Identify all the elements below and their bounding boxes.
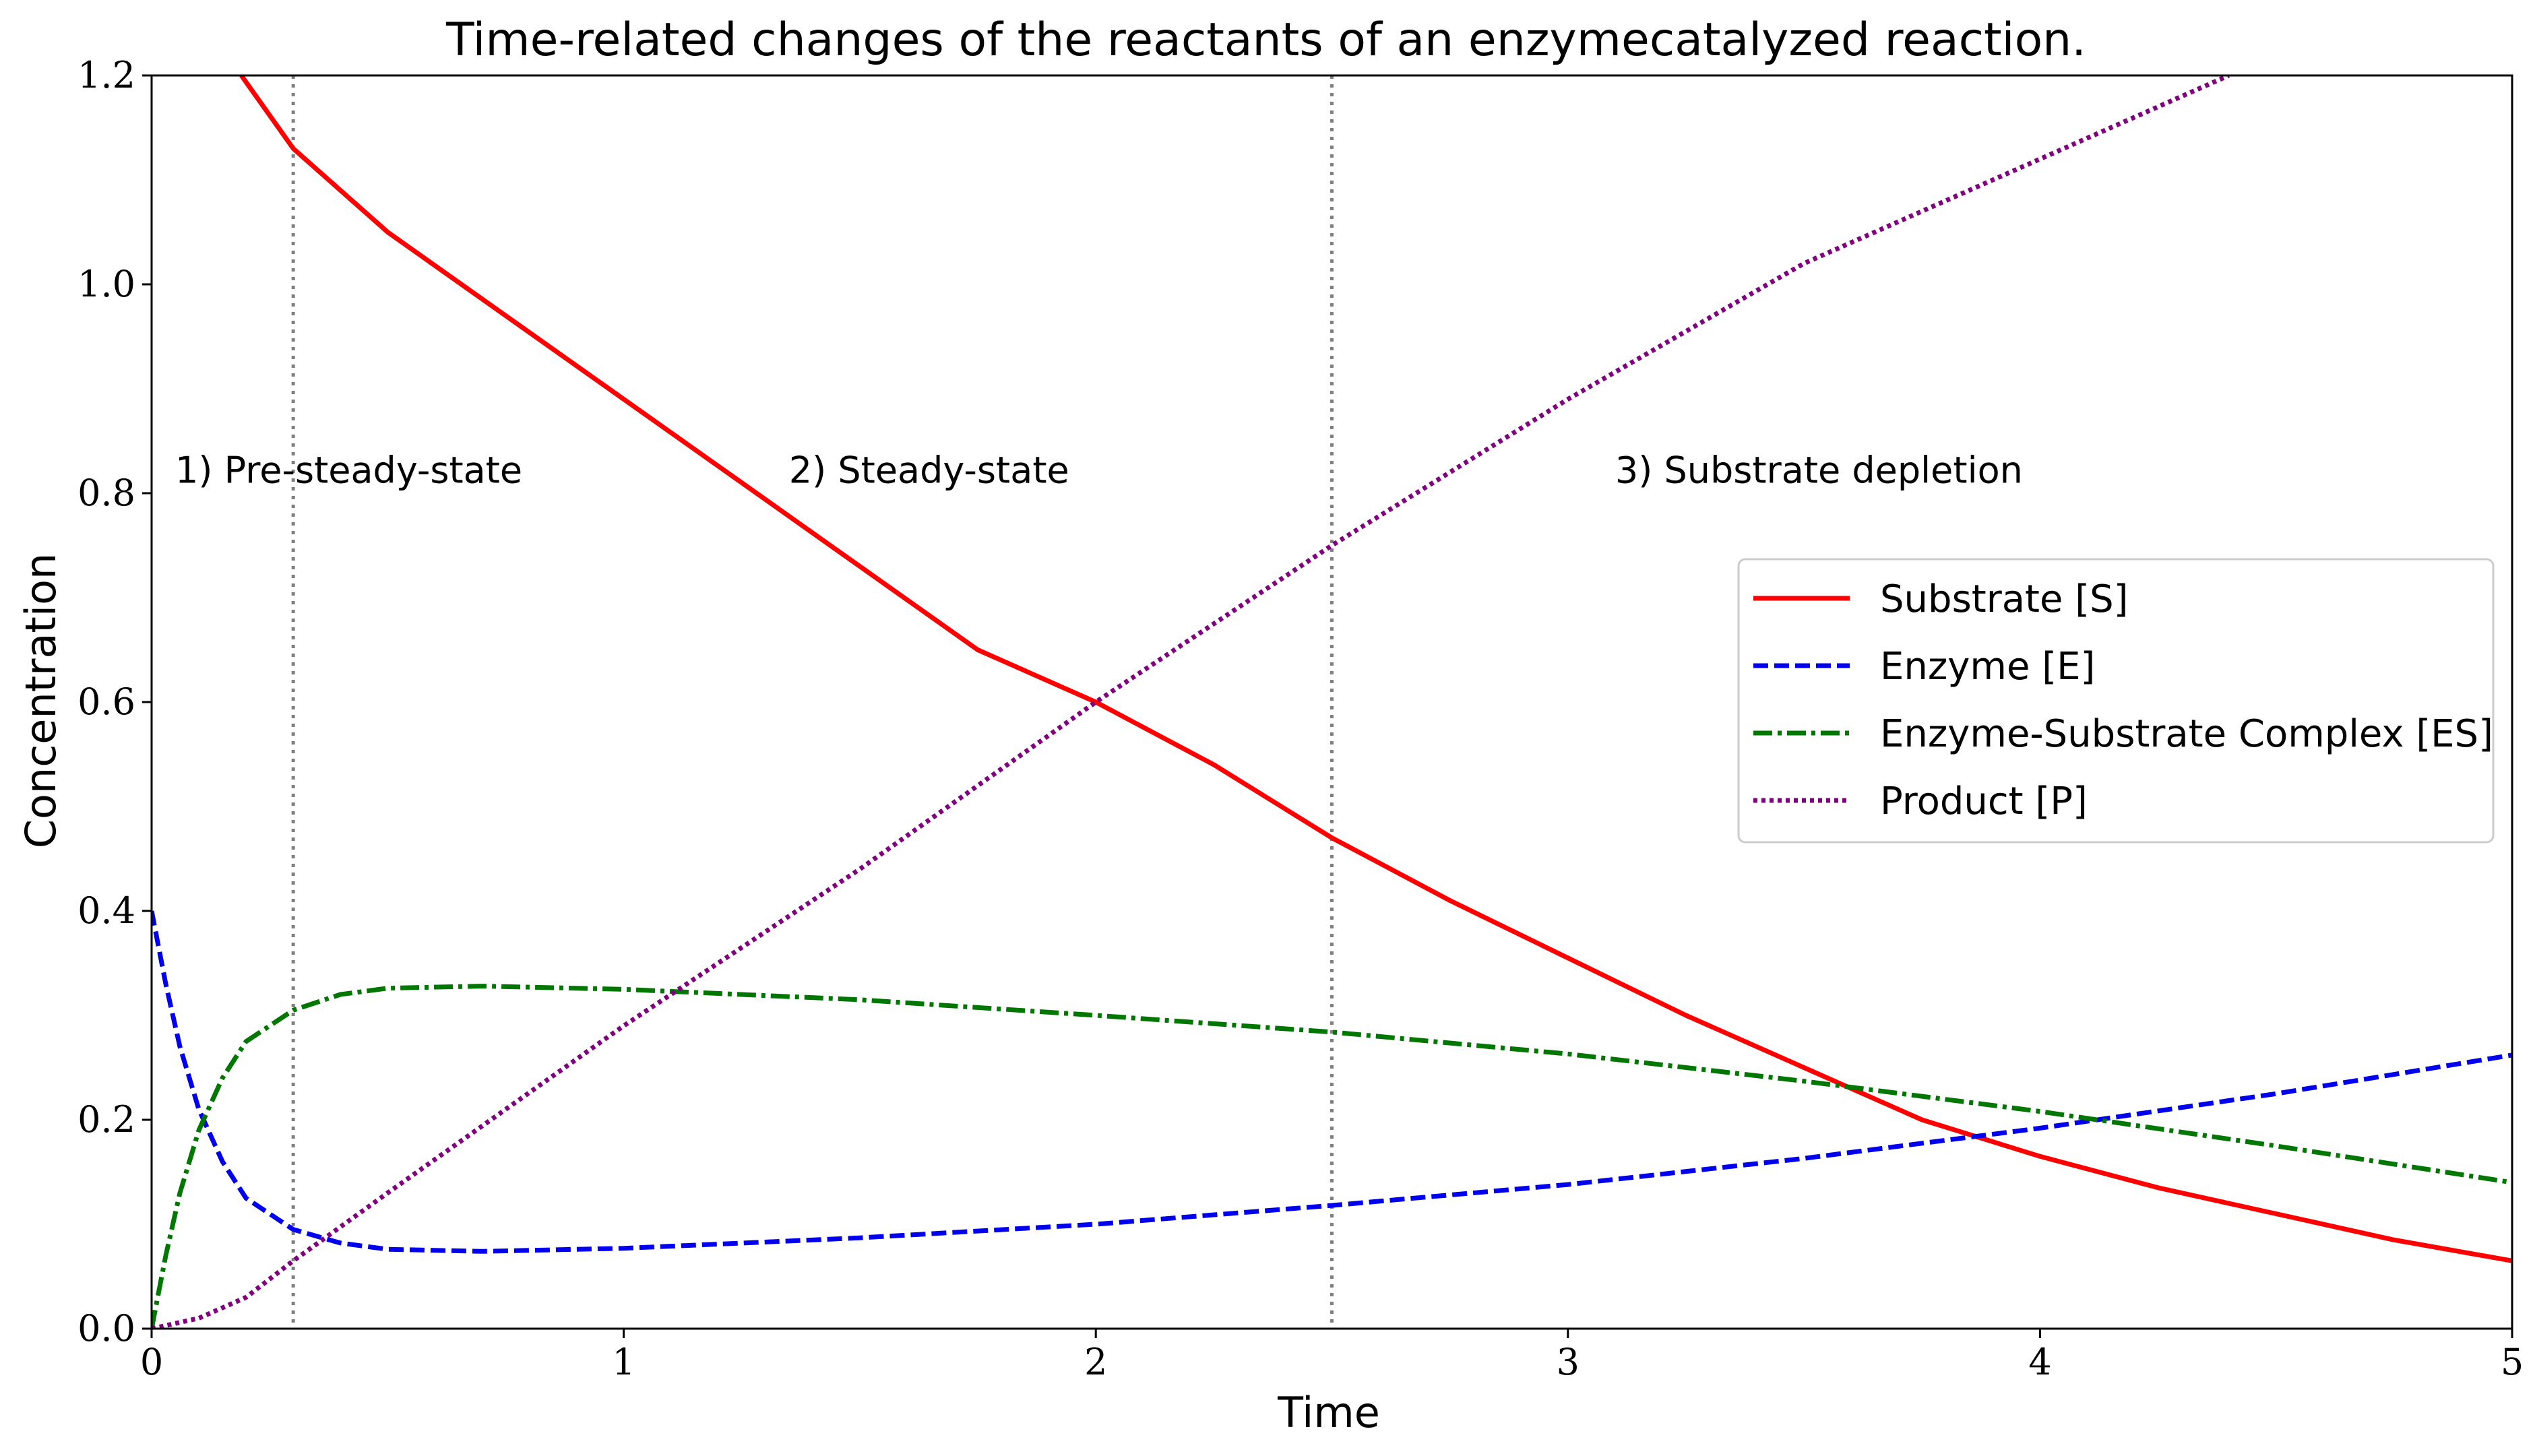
y-tick-label: 1.0	[77, 263, 135, 305]
phase-annotations: 1) Pre-steady-state 2) Steady-state 3) Sub…	[175, 449, 2023, 492]
legend-label: Enzyme [E]	[1880, 645, 2095, 689]
axes: 0 1 2 3 4 5 0.0 0.2 0.4 0.6 0.8 1.0 1.2	[77, 54, 2524, 1383]
y-tick-label: 0.6	[77, 680, 135, 723]
x-tick-label: 3	[1557, 1341, 1580, 1383]
y-tick-label: 0.2	[77, 1098, 135, 1141]
series-line-0	[239, 75, 2512, 1263]
series-line-2	[152, 984, 2512, 1329]
x-tick-label: 2	[1084, 1341, 1107, 1383]
legend: Substrate [S] Enzyme [E] Enzyme-Substrate …	[1737, 558, 2495, 844]
series-line-1	[152, 910, 2512, 1254]
y-tick-label: 0.4	[77, 889, 135, 932]
legend-label: Enzyme-Substrate Complex [ES]	[1880, 712, 2493, 756]
x-tick-label: 4	[2028, 1341, 2051, 1383]
series-line-3	[152, 75, 2230, 1329]
y-tick-label: 0.0	[77, 1307, 135, 1350]
y-tick-label: 0.8	[77, 472, 135, 514]
phase-annotation: 3) Substrate depletion	[1615, 449, 2023, 492]
legend-label: Product [P]	[1880, 780, 2088, 823]
x-axis-label: Time	[1277, 1388, 1380, 1437]
y-tick-label: 1.2	[77, 54, 135, 96]
chart-title: Time-related changes of the reactants of…	[445, 13, 2086, 67]
phase-annotation: 2) Steady-state	[789, 449, 1069, 492]
y-axis-label: Concentration	[16, 553, 65, 849]
x-tick-label: 5	[2501, 1341, 2524, 1383]
legend-box	[1737, 558, 2495, 844]
x-tick-label: 1	[612, 1341, 635, 1383]
phase-annotation: 1) Pre-steady-state	[175, 449, 522, 492]
legend-label: Substrate [S]	[1880, 577, 2129, 621]
plot-area	[152, 75, 2512, 1329]
x-tick-label: 0	[140, 1341, 163, 1383]
